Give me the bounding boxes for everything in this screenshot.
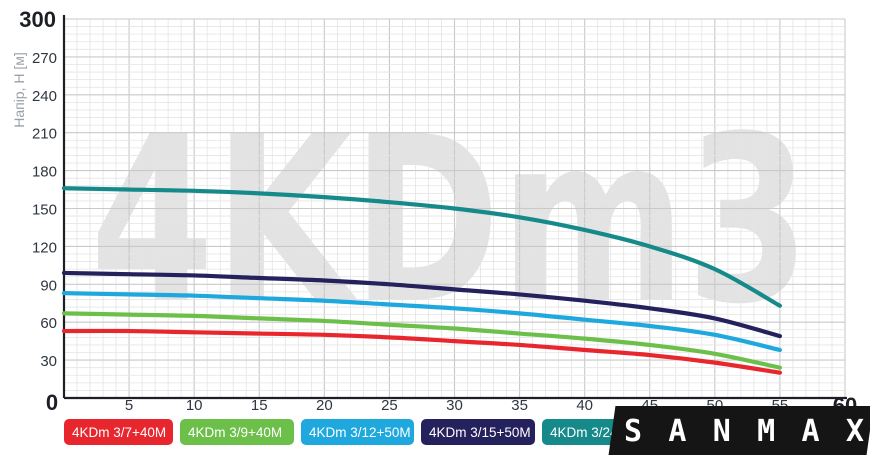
- series-line-3: [61, 291, 783, 353]
- x-tick-label: 10: [186, 397, 203, 414]
- chart-series: [61, 186, 783, 375]
- x-tick-label: 40: [576, 397, 593, 414]
- y-tick-label: 150: [32, 202, 57, 219]
- x-tick-label: 15: [251, 397, 268, 414]
- chart-axes: [62, 15, 847, 400]
- brand-logo-letter: N: [712, 413, 731, 449]
- brand-logo-letter: A: [801, 413, 820, 449]
- y-tick-label: 240: [32, 88, 57, 105]
- series-line-4: [61, 270, 783, 339]
- y-tick-label: 30: [40, 353, 57, 370]
- chart-legend: 4KDm 3/7+40M 4KDm 3/9+40M 4KDm 3/12+50M 4KD…: [64, 419, 632, 445]
- x-tick-label: 30: [446, 397, 463, 414]
- x-tick-label: 35: [511, 397, 528, 414]
- brand-logo-letter: S: [624, 413, 643, 449]
- y-tick-label: 210: [32, 126, 57, 143]
- legend-item-3: 4KDm 3/12+50M: [301, 419, 414, 445]
- y-axis-label: Напір, Н [м]: [11, 52, 27, 128]
- legend-item-2: 4KDm 3/9+40M: [180, 419, 294, 445]
- brand-logo-letter: A: [668, 413, 687, 449]
- origin-tick-label: 0: [46, 390, 58, 415]
- y-tick-label: 90: [40, 277, 57, 294]
- y-tick-label: 180: [32, 164, 57, 181]
- y-tick-label: 120: [32, 239, 57, 256]
- x-tick-label: 25: [381, 397, 398, 414]
- y-tick-label: 60: [40, 315, 57, 332]
- y-tick-label: 300: [19, 7, 56, 32]
- series-line-2: [61, 311, 783, 370]
- x-tick-label: 20: [316, 397, 333, 414]
- legend-item-4: 4KDm 3/15+50M: [421, 419, 535, 445]
- x-tick-label: 5: [125, 397, 133, 414]
- brand-logo-letter: M: [757, 413, 776, 449]
- legend-item-1: 4KDm 3/7+40M: [64, 419, 173, 445]
- brand-logo-letter: X: [845, 413, 864, 449]
- series-line-5: [61, 186, 783, 308]
- y-tick-label: 270: [32, 50, 57, 67]
- series-line-1: [61, 328, 783, 375]
